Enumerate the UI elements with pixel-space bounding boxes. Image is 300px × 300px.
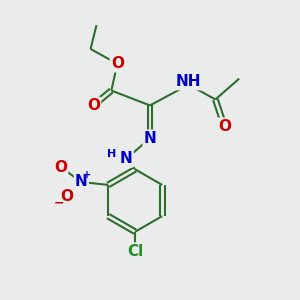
Text: O: O [111, 56, 124, 71]
Text: N: N [75, 175, 88, 190]
Text: O: O [60, 189, 73, 204]
Text: O: O [87, 98, 100, 113]
Text: O: O [218, 119, 231, 134]
Text: O: O [54, 160, 67, 175]
Text: +: + [83, 170, 92, 180]
Text: Cl: Cl [127, 244, 143, 259]
Text: −: − [54, 196, 64, 209]
Text: N: N [120, 152, 133, 166]
Text: N: N [144, 130, 156, 146]
Text: NH: NH [176, 74, 201, 89]
Text: H: H [107, 149, 116, 160]
